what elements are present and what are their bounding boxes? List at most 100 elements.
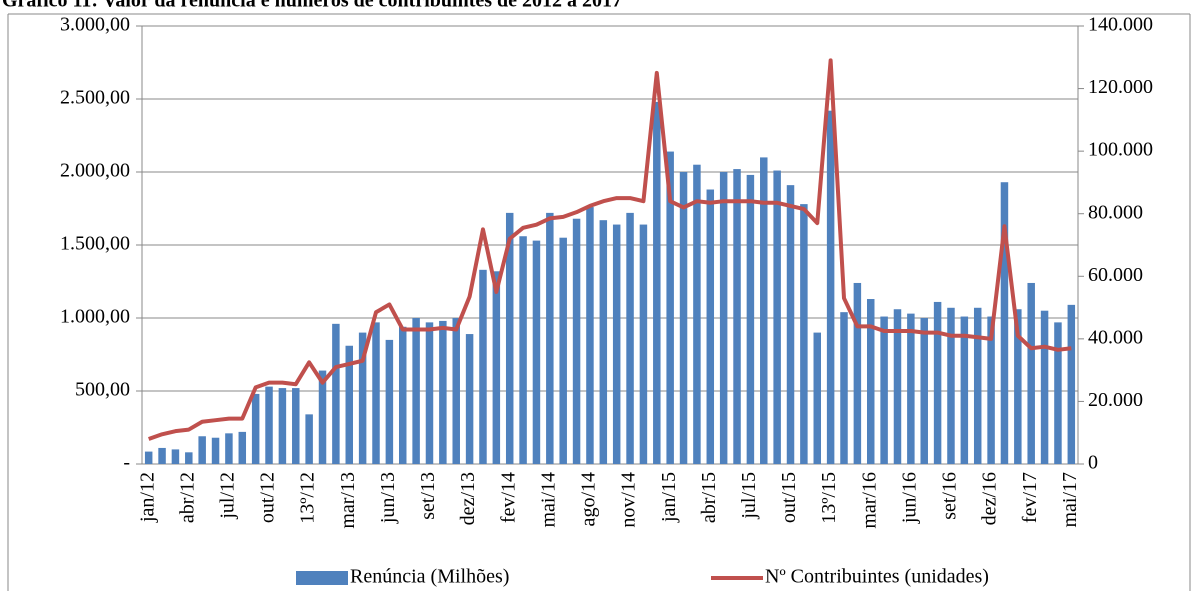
bar — [572, 218, 581, 464]
bar — [385, 339, 394, 464]
x-tick-label: jul/15 — [738, 472, 760, 520]
bar — [1014, 309, 1022, 464]
x-tick-label: dez/13 — [457, 472, 479, 525]
bar — [666, 151, 674, 464]
bar — [318, 370, 327, 464]
bar — [920, 318, 928, 464]
x-tick-label: mai/17 — [1059, 472, 1081, 528]
bar — [733, 169, 741, 464]
bar — [505, 212, 514, 464]
bar — [358, 332, 367, 464]
bar — [893, 309, 902, 464]
bar — [412, 318, 420, 464]
y-tick-label: 3.000,00 — [60, 14, 130, 36]
x-tick-label: out/15 — [778, 472, 800, 523]
line — [148, 58, 1072, 441]
bar — [746, 174, 755, 465]
x-tick-label: nov/14 — [618, 472, 640, 528]
y2-tick-label: 140.000 — [1088, 14, 1153, 36]
bar — [519, 236, 527, 464]
bar — [439, 320, 447, 464]
bar — [425, 322, 434, 464]
bar — [760, 157, 768, 464]
x-tick-label: ago/14 — [578, 472, 600, 526]
bar — [679, 172, 688, 464]
bar — [1040, 310, 1049, 464]
bar — [626, 212, 634, 464]
bar — [479, 269, 487, 464]
bar — [973, 307, 982, 464]
y2-tick-label: 80.000 — [1088, 201, 1143, 223]
x-tick-label: dez/16 — [979, 472, 1001, 525]
bar — [813, 332, 822, 464]
bar — [947, 307, 955, 464]
bar — [1054, 322, 1062, 464]
bar — [398, 326, 407, 464]
x-tick-label: jun/16 — [898, 472, 920, 524]
bar — [693, 164, 701, 464]
bar — [465, 334, 474, 464]
legend-swatch — [296, 571, 348, 585]
x-tick-label: jun/13 — [377, 472, 399, 524]
x-tick-label: jan/15 — [658, 472, 680, 523]
chart-title: Gráfico 11: Valor da renúncia e números … — [2, 0, 622, 12]
x-tick-label: set/16 — [939, 472, 961, 520]
bar — [1067, 304, 1076, 464]
x-tick-label: set/13 — [417, 472, 439, 520]
bar — [987, 316, 995, 464]
bar — [171, 449, 180, 464]
bar — [532, 240, 541, 464]
x-tick-label: abr/15 — [698, 472, 720, 523]
bar — [292, 388, 300, 464]
bar — [251, 393, 260, 464]
bar — [719, 172, 728, 464]
legend-label: Nº Contribuintes (unidades) — [765, 566, 989, 588]
bar — [492, 271, 501, 464]
bar — [653, 101, 661, 465]
x-tick-label: mai/14 — [537, 472, 559, 528]
bar — [960, 316, 969, 464]
bar — [907, 313, 915, 464]
bar — [158, 447, 166, 464]
bar — [639, 224, 648, 464]
bar — [800, 204, 808, 464]
x-tick-label: jul/12 — [217, 472, 239, 520]
y-tick-label: 500,00 — [75, 379, 130, 401]
y-tick-label: 2.500,00 — [60, 87, 130, 109]
bar — [1000, 182, 1009, 464]
bar — [1027, 282, 1035, 464]
bar — [144, 451, 153, 464]
bar — [826, 110, 835, 465]
y-tick-label: 1.000,00 — [60, 306, 130, 328]
y2-tick-label: 0 — [1088, 452, 1098, 474]
bar — [866, 299, 875, 464]
y2-tick-label: 100.000 — [1088, 139, 1153, 161]
x-tick-label: jan/12 — [136, 472, 158, 523]
bar — [265, 386, 273, 464]
bar — [198, 436, 206, 464]
y2-tick-label: 60.000 — [1088, 264, 1143, 286]
bar — [612, 224, 621, 464]
bar — [933, 301, 942, 464]
bar — [185, 452, 193, 464]
x-tick-label: 13º/12 — [297, 472, 319, 524]
x-tick-label: out/12 — [257, 472, 279, 523]
bar — [853, 282, 862, 464]
y-tick-label: - — [123, 452, 130, 474]
x-tick-label: mar/16 — [858, 472, 880, 529]
x-tick-label: mar/13 — [337, 472, 359, 529]
bar — [211, 437, 220, 464]
bar — [238, 431, 247, 464]
bar — [559, 237, 567, 464]
y-tick-label: 2.000,00 — [60, 160, 130, 182]
bar — [599, 220, 608, 464]
bar — [225, 433, 233, 464]
bar — [372, 322, 380, 464]
y2-tick-label: 120.000 — [1088, 76, 1153, 98]
x-tick-label: fev/17 — [1019, 472, 1041, 523]
x-tick-label: fev/14 — [497, 472, 519, 523]
bar — [345, 345, 354, 464]
bar — [452, 318, 460, 464]
